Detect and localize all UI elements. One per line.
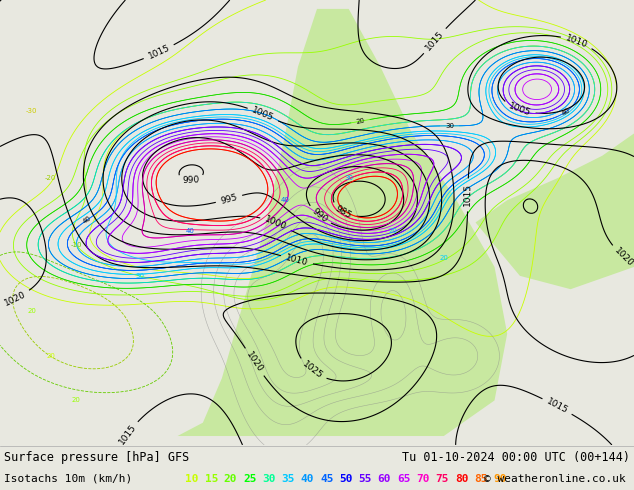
- Text: 20: 20: [356, 118, 365, 125]
- Text: 1005: 1005: [250, 106, 275, 123]
- Text: 1015: 1015: [146, 43, 171, 61]
- Text: 90: 90: [493, 474, 507, 484]
- Text: -20: -20: [45, 175, 56, 181]
- Text: 40: 40: [82, 215, 93, 225]
- Text: 1025: 1025: [301, 360, 324, 381]
- Text: © weatheronline.co.uk: © weatheronline.co.uk: [484, 474, 626, 484]
- Text: 985: 985: [333, 204, 353, 220]
- Text: 20: 20: [27, 308, 36, 315]
- Text: 990: 990: [310, 207, 329, 225]
- Text: 40: 40: [186, 228, 195, 234]
- Text: 20: 20: [389, 228, 398, 234]
- Text: Isotachs 10m (km/h): Isotachs 10m (km/h): [4, 474, 133, 484]
- Text: Tu 01-10-2024 00:00 UTC (00+144): Tu 01-10-2024 00:00 UTC (00+144): [402, 451, 630, 464]
- Text: 1020: 1020: [612, 246, 634, 269]
- Text: 65: 65: [397, 474, 410, 484]
- Text: 45: 45: [320, 474, 333, 484]
- Text: 20: 20: [439, 255, 448, 261]
- Text: 30: 30: [445, 123, 454, 129]
- Text: 40: 40: [281, 197, 290, 203]
- Text: 75: 75: [436, 474, 449, 484]
- Text: -10: -10: [70, 242, 82, 248]
- Text: 30: 30: [135, 273, 144, 279]
- Text: 1000: 1000: [264, 215, 288, 232]
- Text: 1015: 1015: [463, 183, 472, 206]
- Text: 1010: 1010: [564, 33, 589, 49]
- Text: 1015: 1015: [117, 422, 138, 446]
- Text: 15: 15: [205, 474, 218, 484]
- Text: 70: 70: [417, 474, 430, 484]
- Text: -30: -30: [26, 108, 37, 114]
- Text: Surface pressure [hPa] GFS: Surface pressure [hPa] GFS: [4, 451, 190, 464]
- Text: 1020: 1020: [3, 290, 27, 307]
- Text: 10: 10: [185, 474, 198, 484]
- Text: 1020: 1020: [244, 350, 264, 374]
- Text: 20: 20: [224, 474, 237, 484]
- Text: 40: 40: [301, 474, 314, 484]
- Text: 60: 60: [378, 474, 391, 484]
- Text: 1010: 1010: [285, 253, 309, 267]
- Text: 35: 35: [281, 474, 295, 484]
- Text: 1015: 1015: [424, 29, 446, 52]
- Text: 85: 85: [474, 474, 488, 484]
- Text: 20: 20: [72, 397, 81, 403]
- Text: 55: 55: [358, 474, 372, 484]
- Text: 50: 50: [339, 474, 353, 484]
- Text: 20: 20: [46, 353, 55, 359]
- Text: 25: 25: [243, 474, 257, 484]
- Text: 990: 990: [182, 176, 200, 186]
- Text: 30: 30: [262, 474, 276, 484]
- Text: 1005: 1005: [507, 101, 532, 118]
- Text: 1015: 1015: [545, 397, 569, 416]
- Text: 30: 30: [344, 175, 353, 181]
- Text: 80: 80: [455, 474, 469, 484]
- Text: 995: 995: [219, 193, 238, 206]
- Text: 40: 40: [560, 107, 571, 117]
